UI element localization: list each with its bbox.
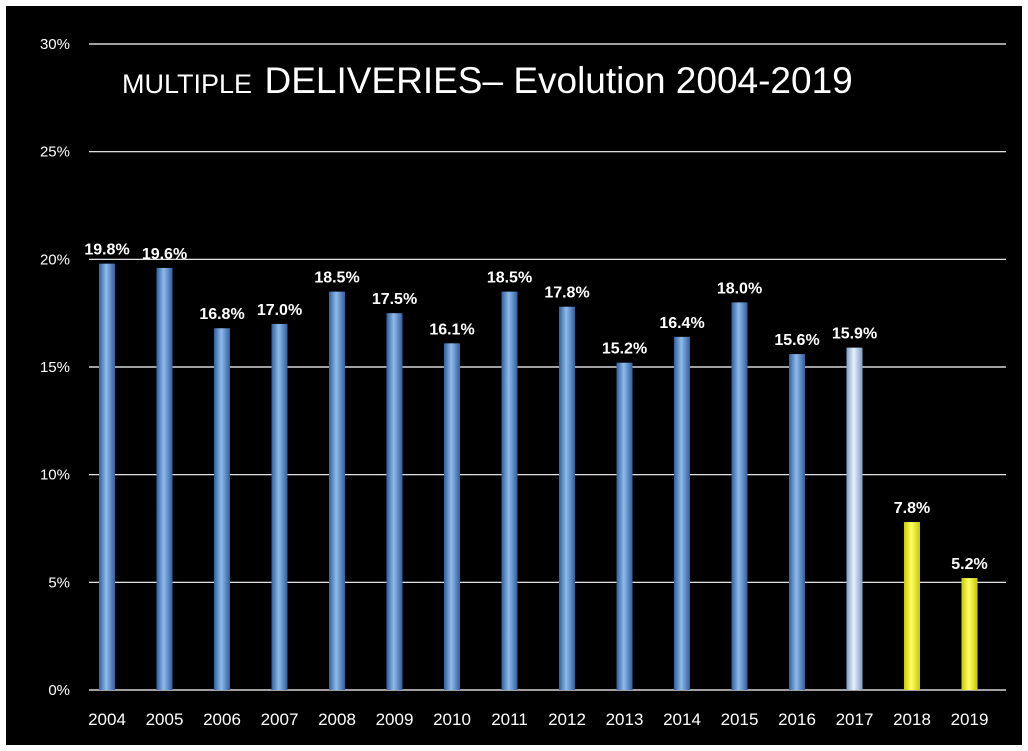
x-tick-label: 2004 bbox=[88, 710, 126, 729]
x-tick-label: 2015 bbox=[721, 710, 759, 729]
bar bbox=[674, 336, 690, 690]
x-tick-label: 2006 bbox=[203, 710, 241, 729]
x-tick-label: 2010 bbox=[433, 710, 471, 729]
value-label: 18.0% bbox=[717, 280, 762, 297]
value-label: 5.2% bbox=[951, 556, 987, 573]
bar bbox=[156, 267, 173, 690]
y-tick-label: 10% bbox=[40, 467, 70, 484]
y-tick-label: 5% bbox=[48, 574, 70, 591]
value-labels: 19.8% 19.6% 16.8% 17.0% 18.5% 17.5% 16.1% 18.5%… bbox=[84, 242, 987, 573]
y-tick-label: 20% bbox=[40, 251, 70, 268]
gridlines bbox=[89, 43, 1006, 691]
bar bbox=[616, 362, 633, 690]
x-tick-label: 2014 bbox=[663, 710, 701, 729]
x-tick-label: 2019 bbox=[951, 710, 989, 729]
value-label: 19.8% bbox=[84, 242, 129, 259]
value-label: 16.8% bbox=[199, 306, 244, 323]
bar bbox=[271, 323, 288, 690]
x-tick-label: 2013 bbox=[606, 710, 644, 729]
x-tick-label: 2016 bbox=[778, 710, 816, 729]
value-label: 18.5% bbox=[487, 270, 532, 287]
bar-chart: MULTIPLE DELIVERIES– Evolution 2004-2019… bbox=[40, 36, 1006, 729]
value-label: 17.5% bbox=[372, 291, 417, 308]
value-label: 15.2% bbox=[602, 341, 647, 358]
value-label: 15.6% bbox=[774, 332, 819, 349]
y-tick-label: 25% bbox=[40, 144, 70, 161]
value-label: 18.5% bbox=[314, 270, 359, 287]
x-tick-label: 2012 bbox=[548, 710, 586, 729]
bar bbox=[99, 263, 115, 690]
value-label: 16.1% bbox=[429, 321, 474, 338]
chart-title: MULTIPLE DELIVERIES– Evolution 2004-2019 bbox=[122, 60, 853, 101]
bars bbox=[99, 263, 978, 690]
x-axis-tick-labels: 2004 2005 2006 2007 2008 2009 2010 2011 2012 2013… bbox=[88, 710, 988, 729]
x-tick-label: 2005 bbox=[146, 710, 184, 729]
bar bbox=[559, 306, 575, 690]
x-tick-label: 2007 bbox=[261, 710, 299, 729]
bar bbox=[961, 578, 978, 690]
chart-title-main: DELIVERIES– Evolution 2004-2019 bbox=[264, 60, 852, 101]
y-tick-label: 0% bbox=[48, 682, 70, 699]
bar bbox=[386, 313, 403, 690]
value-label: 15.9% bbox=[832, 326, 877, 343]
x-tick-label: 2011 bbox=[491, 710, 528, 729]
value-label: 16.4% bbox=[659, 315, 704, 332]
bar bbox=[501, 291, 518, 690]
bar bbox=[789, 354, 805, 690]
x-tick-label: 2017 bbox=[836, 710, 874, 729]
value-label: 17.8% bbox=[544, 285, 589, 302]
bar bbox=[329, 291, 345, 690]
x-tick-label: 2009 bbox=[376, 710, 414, 729]
chart-title-prefix: MULTIPLE bbox=[122, 69, 252, 99]
x-tick-label: 2008 bbox=[318, 710, 356, 729]
bar bbox=[731, 302, 748, 690]
bar bbox=[846, 347, 863, 690]
value-label: 7.8% bbox=[894, 500, 930, 517]
chart-background: MULTIPLE DELIVERIES– Evolution 2004-2019… bbox=[6, 6, 1022, 745]
value-label: 19.6% bbox=[142, 246, 187, 263]
x-tick-label: 2018 bbox=[893, 710, 931, 729]
bar bbox=[904, 522, 920, 690]
y-axis-tick-labels: 0% 5% 10% 15% 20% 25% 30% bbox=[40, 36, 70, 699]
y-tick-label: 30% bbox=[40, 36, 70, 53]
bar bbox=[214, 328, 230, 690]
bar bbox=[444, 343, 460, 690]
y-tick-label: 15% bbox=[40, 359, 70, 376]
value-label: 17.0% bbox=[257, 302, 302, 319]
